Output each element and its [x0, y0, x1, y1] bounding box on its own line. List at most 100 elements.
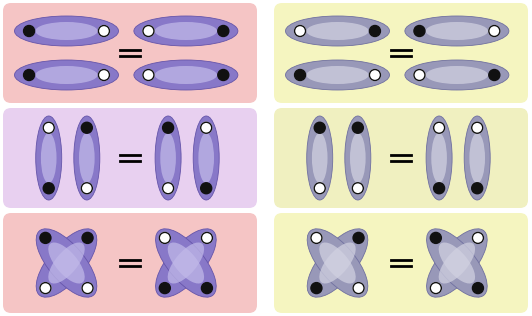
Circle shape [163, 122, 173, 133]
Ellipse shape [306, 22, 369, 40]
Circle shape [314, 122, 325, 133]
Ellipse shape [79, 133, 95, 183]
Ellipse shape [155, 229, 216, 297]
Circle shape [489, 70, 500, 81]
Ellipse shape [431, 133, 447, 183]
Ellipse shape [319, 242, 356, 283]
Ellipse shape [306, 66, 369, 84]
Ellipse shape [193, 116, 219, 200]
Ellipse shape [36, 229, 97, 297]
Ellipse shape [307, 116, 332, 200]
Circle shape [202, 283, 212, 294]
Ellipse shape [307, 229, 368, 297]
Ellipse shape [134, 60, 238, 90]
Ellipse shape [168, 242, 204, 283]
Circle shape [311, 232, 322, 243]
Circle shape [201, 183, 212, 194]
Ellipse shape [134, 16, 238, 46]
Ellipse shape [307, 229, 368, 297]
Circle shape [369, 70, 380, 81]
Circle shape [352, 183, 363, 194]
Circle shape [98, 26, 110, 37]
Circle shape [43, 183, 54, 194]
Circle shape [143, 70, 154, 81]
Circle shape [23, 70, 35, 81]
Ellipse shape [426, 66, 488, 84]
Ellipse shape [35, 22, 98, 40]
Ellipse shape [439, 242, 475, 283]
Ellipse shape [35, 66, 98, 84]
Ellipse shape [155, 22, 217, 40]
FancyBboxPatch shape [3, 108, 257, 208]
Circle shape [82, 283, 93, 294]
Ellipse shape [286, 16, 389, 46]
Circle shape [159, 232, 170, 243]
Ellipse shape [319, 242, 356, 283]
Circle shape [295, 70, 305, 81]
Ellipse shape [312, 133, 328, 183]
Circle shape [472, 232, 484, 243]
Ellipse shape [14, 60, 119, 90]
Ellipse shape [464, 116, 490, 200]
Circle shape [218, 26, 229, 37]
Circle shape [40, 283, 51, 294]
Circle shape [353, 232, 364, 243]
Circle shape [43, 122, 54, 133]
Ellipse shape [41, 133, 56, 183]
Circle shape [472, 283, 484, 294]
Circle shape [40, 232, 51, 243]
Circle shape [434, 122, 445, 133]
Circle shape [81, 183, 93, 194]
Circle shape [369, 26, 380, 37]
Ellipse shape [155, 116, 181, 200]
Ellipse shape [36, 116, 62, 200]
Circle shape [414, 26, 425, 37]
Ellipse shape [155, 66, 217, 84]
Ellipse shape [350, 133, 365, 183]
Ellipse shape [198, 133, 214, 183]
Ellipse shape [160, 133, 176, 183]
Circle shape [472, 122, 483, 133]
Ellipse shape [48, 242, 85, 283]
Circle shape [23, 26, 35, 37]
Circle shape [82, 232, 93, 243]
Circle shape [311, 283, 322, 294]
Circle shape [472, 183, 483, 194]
Circle shape [143, 26, 154, 37]
Ellipse shape [405, 60, 509, 90]
FancyBboxPatch shape [274, 108, 528, 208]
Circle shape [81, 122, 93, 133]
FancyBboxPatch shape [274, 213, 528, 313]
Ellipse shape [439, 242, 475, 283]
Circle shape [434, 183, 445, 194]
Circle shape [353, 283, 364, 294]
Circle shape [159, 283, 170, 294]
Ellipse shape [426, 116, 452, 200]
FancyBboxPatch shape [3, 213, 257, 313]
Ellipse shape [469, 133, 485, 183]
Ellipse shape [168, 242, 204, 283]
Ellipse shape [427, 229, 487, 297]
Ellipse shape [345, 116, 371, 200]
Circle shape [430, 283, 442, 294]
Circle shape [352, 122, 363, 133]
FancyBboxPatch shape [274, 3, 528, 103]
Circle shape [414, 70, 425, 81]
Circle shape [163, 183, 173, 194]
Ellipse shape [426, 22, 488, 40]
Circle shape [314, 183, 325, 194]
Circle shape [98, 70, 110, 81]
Circle shape [295, 26, 305, 37]
FancyBboxPatch shape [3, 3, 257, 103]
Ellipse shape [36, 229, 97, 297]
Ellipse shape [405, 16, 509, 46]
Circle shape [489, 26, 500, 37]
Circle shape [201, 122, 212, 133]
Circle shape [218, 70, 229, 81]
Circle shape [430, 232, 442, 243]
Ellipse shape [14, 16, 119, 46]
Ellipse shape [48, 242, 85, 283]
Ellipse shape [427, 229, 487, 297]
Ellipse shape [155, 229, 216, 297]
Ellipse shape [74, 116, 100, 200]
